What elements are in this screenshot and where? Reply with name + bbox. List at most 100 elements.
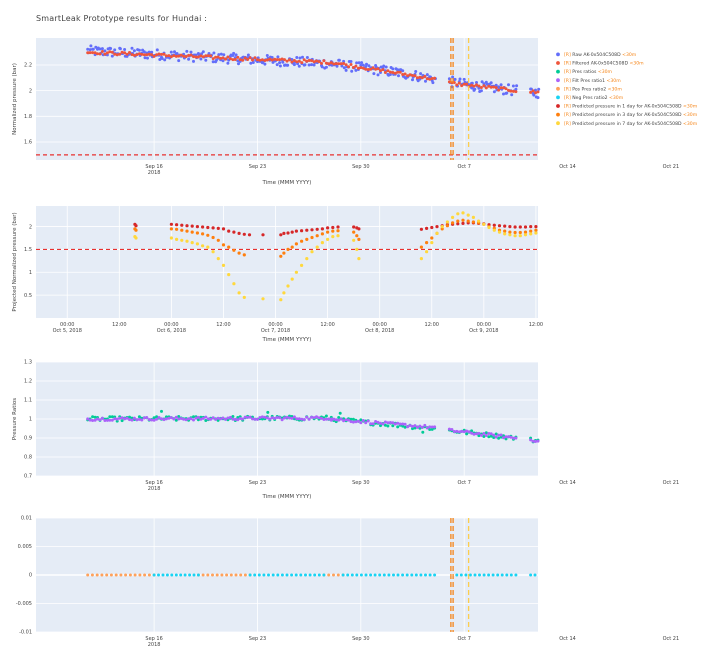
data-point (134, 224, 138, 228)
data-point (303, 63, 307, 67)
data-point (98, 52, 102, 56)
data-point (105, 573, 109, 577)
data-point (169, 222, 173, 226)
data-point (221, 56, 225, 60)
data-point (285, 59, 289, 63)
data-point (317, 416, 321, 420)
data-point (243, 415, 247, 419)
data-point (465, 82, 469, 86)
x-tick-label: Sep 30 (352, 164, 369, 170)
data-point (286, 231, 290, 235)
data-point (211, 250, 215, 254)
data-point (533, 573, 537, 577)
data-point (322, 573, 326, 577)
x-tick-label: Sep 23 (249, 480, 266, 486)
data-point (479, 86, 483, 89)
data-point (344, 63, 348, 67)
data-point (361, 66, 365, 70)
data-point (529, 438, 533, 442)
data-point (187, 57, 191, 61)
data-point (465, 429, 469, 433)
legend-marker (556, 52, 560, 57)
series-pos-pres-ratio2 (86, 573, 345, 577)
data-point (451, 215, 455, 219)
data-point (305, 237, 309, 241)
data-point (135, 418, 139, 422)
data-point (428, 425, 432, 429)
data-point (310, 235, 314, 240)
legend-suffix: <30m (598, 69, 613, 75)
data-point (294, 242, 298, 246)
data-point (137, 48, 141, 52)
data-point (462, 82, 466, 86)
data-point (282, 291, 286, 295)
data-point (433, 76, 437, 80)
data-point (302, 418, 306, 422)
data-point (231, 417, 235, 421)
data-point (305, 257, 309, 261)
data-point (497, 88, 501, 92)
data-point (424, 79, 427, 83)
data-point (189, 417, 193, 421)
data-point (155, 48, 159, 52)
data-point (339, 417, 343, 421)
legend-text: Raw AK-0x504C508D (572, 52, 622, 58)
data-point (420, 76, 424, 80)
data-point (109, 573, 113, 577)
data-point (364, 573, 368, 577)
legend-label: [R] Neg Pres ratio2 <30m (564, 95, 624, 101)
data-point (458, 77, 462, 81)
data-point (261, 233, 265, 237)
data-point (415, 76, 419, 80)
data-point (160, 52, 163, 56)
data-point (317, 60, 321, 64)
data-point (133, 573, 137, 577)
y-tick-label: 1.1 (24, 398, 32, 404)
data-point (355, 247, 359, 251)
data-point (354, 68, 358, 72)
data-point (162, 418, 166, 422)
data-point (425, 250, 429, 254)
data-point (103, 419, 107, 422)
data-point (167, 54, 171, 58)
data-point (206, 225, 210, 230)
data-point (234, 53, 238, 57)
data-point (324, 417, 328, 421)
data-point (337, 418, 341, 422)
legend-item: [R] Predicted pressure in 1 day for AK-0… (556, 104, 698, 110)
data-point (201, 416, 205, 420)
data-point (355, 234, 359, 238)
data-point (275, 416, 279, 419)
data-point (152, 54, 156, 58)
data-point (248, 56, 252, 60)
data-point (357, 257, 361, 261)
data-point (511, 436, 515, 440)
data-point (297, 417, 301, 421)
data-point (232, 282, 236, 286)
data-point (352, 225, 356, 229)
data-point (351, 417, 355, 421)
data-point (356, 419, 360, 423)
data-point (297, 64, 301, 68)
legend-marker (556, 61, 560, 65)
data-point (161, 573, 165, 577)
data-point (231, 58, 235, 62)
legend-marker (556, 104, 560, 108)
data-point (232, 51, 236, 55)
data-point (489, 81, 493, 85)
data-point (300, 239, 304, 243)
data-point (229, 573, 233, 577)
data-point (338, 411, 342, 415)
data-point (227, 245, 231, 249)
x-tick-label: Sep 16 2018 (145, 480, 162, 492)
x-tick-label: Oct 7 (457, 480, 470, 486)
x-tick-label: Oct 21 (663, 480, 680, 486)
data-point (453, 77, 457, 81)
x-axis-label: Time (MMM YYYY) (262, 180, 312, 186)
legend-suffix: <30m (622, 52, 637, 58)
data-point (242, 295, 246, 299)
data-point (382, 573, 386, 577)
data-point (491, 573, 495, 577)
data-point (502, 86, 505, 90)
data-point (177, 415, 181, 418)
